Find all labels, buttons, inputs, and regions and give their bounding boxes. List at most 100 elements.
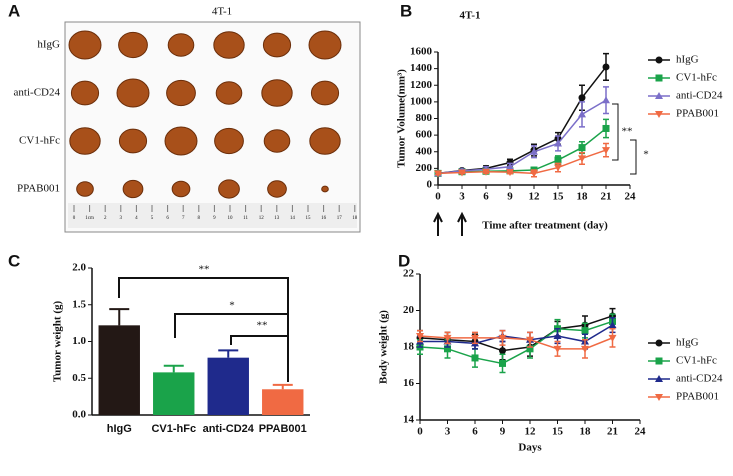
error-bar	[272, 383, 293, 390]
x-tick-label: anti-CD24	[203, 423, 255, 435]
tumor	[122, 179, 144, 199]
y-tick-label: 1.0	[72, 335, 86, 347]
y-axis-label: Body weight (g)	[378, 310, 390, 384]
ruler-label: 10	[228, 216, 234, 221]
legend-label: anti-CD24	[676, 90, 723, 102]
significance: **	[257, 320, 268, 332]
tumor	[263, 129, 291, 153]
x-axis-label: Time after treatment (day)	[482, 220, 608, 232]
significance-bracket	[612, 103, 619, 161]
marker	[554, 156, 562, 164]
marker	[482, 168, 490, 176]
series-line	[419, 320, 613, 365]
panel-label: D	[398, 251, 410, 270]
legend-marker	[655, 339, 663, 347]
ruler-label: 17	[337, 216, 343, 221]
y-tick-label: 600	[416, 129, 433, 141]
x-tick-label: 24	[625, 191, 637, 203]
series-line	[419, 315, 613, 352]
legend-label: CV1-hFc	[676, 355, 717, 367]
photo-frame	[64, 21, 361, 233]
x-tick-label: 6	[472, 426, 478, 438]
error-bar	[163, 364, 184, 373]
y-tick-label: 200	[416, 162, 433, 174]
tumor	[309, 127, 341, 155]
y-axis-label: Tumor Volume(mm³)	[396, 69, 408, 168]
tumor	[213, 31, 245, 59]
row-label: anti-CD24	[14, 87, 61, 99]
series-line	[437, 99, 607, 175]
marker	[553, 345, 562, 353]
significance: **	[622, 126, 633, 138]
marker	[416, 333, 424, 341]
ruler-label: 14	[290, 216, 296, 221]
photo-title: 4T-1	[212, 6, 232, 18]
marker	[499, 359, 506, 367]
legend-marker	[655, 375, 663, 382]
tumor-photo	[68, 30, 342, 199]
marker	[578, 144, 586, 152]
significance: *	[229, 300, 235, 312]
x-tick-label: 3	[459, 191, 465, 203]
marker	[581, 327, 589, 335]
tumor	[166, 79, 196, 107]
ruler-label: 15	[306, 216, 312, 221]
y-tick-label: 22	[403, 268, 415, 280]
marker	[471, 334, 479, 342]
legend-label: hIgG	[676, 337, 699, 349]
legend-label: PPAB001	[676, 108, 719, 120]
tumor	[70, 80, 100, 106]
ruler-label: 4	[135, 216, 138, 221]
ruler-label: 6	[166, 216, 169, 221]
series-line	[437, 149, 607, 175]
x-tick-label: hIgG	[107, 423, 132, 435]
legend-label: anti-CD24	[676, 373, 723, 385]
x-tick-label: 9	[507, 191, 513, 203]
marker	[444, 345, 451, 353]
ruler-label: 3	[120, 216, 123, 221]
series-line	[437, 127, 607, 175]
arrow	[433, 211, 443, 236]
tumor	[261, 79, 293, 107]
legend-label: hIgG	[676, 54, 699, 66]
panel-label: C	[8, 251, 20, 270]
ruler	[68, 203, 357, 228]
tumor	[310, 80, 340, 106]
x-tick-label: 6	[483, 191, 489, 203]
marker	[434, 170, 442, 178]
marker	[608, 334, 617, 342]
tumor	[116, 78, 150, 108]
x-tick-label: CV1-hFc	[151, 423, 196, 435]
marker	[608, 321, 617, 329]
error-bar	[109, 308, 130, 326]
series-line	[420, 324, 613, 345]
x-tick-label: PPAB001	[259, 423, 307, 435]
y-tick-label: 0.0	[72, 409, 86, 421]
ruler-label: 13	[274, 216, 280, 221]
legend-marker	[655, 92, 663, 99]
y-tick-label: 14	[403, 414, 415, 426]
ruler-label: 7	[182, 216, 185, 221]
tumor	[262, 32, 292, 58]
ruler-label: 12	[259, 216, 265, 221]
legend-marker	[655, 111, 663, 118]
marker	[506, 159, 514, 167]
tumor	[76, 181, 94, 197]
y-tick-label: 800	[416, 112, 433, 124]
tumor	[69, 127, 101, 155]
significance-bracket	[174, 313, 288, 338]
row-label: PPAB001	[17, 183, 60, 195]
x-tick-label: 9	[500, 426, 506, 438]
x-tick-label: 15	[553, 191, 565, 203]
y-axis-label: Tumor weight (g)	[52, 301, 64, 383]
tumor	[118, 128, 148, 154]
marker	[526, 336, 534, 344]
tumor	[267, 180, 287, 198]
legend-marker	[655, 357, 663, 365]
x-tick-label: 12	[529, 191, 541, 203]
error-bar	[218, 349, 239, 358]
tumor	[308, 30, 342, 60]
ruler-label: 9	[213, 216, 216, 221]
y-tick-label: 1600	[410, 46, 433, 58]
